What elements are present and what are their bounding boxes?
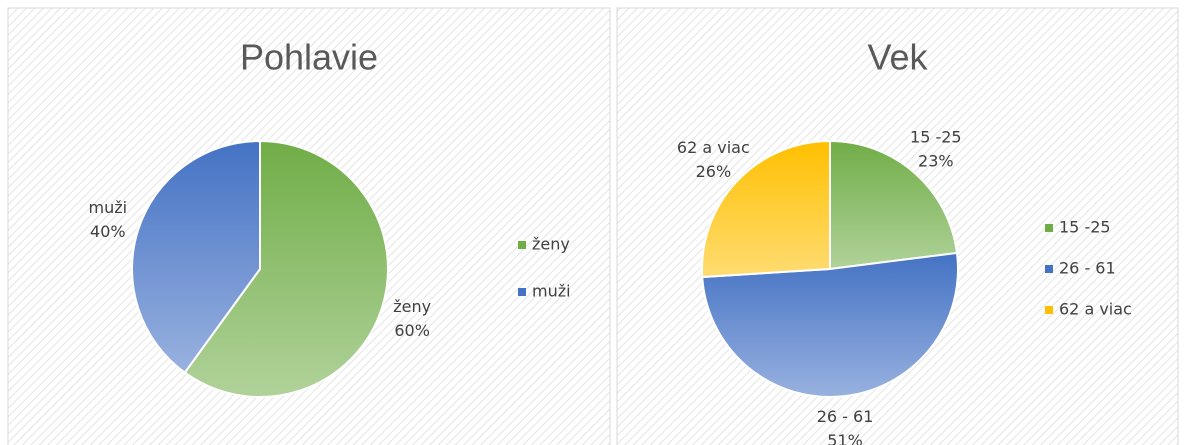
slice-label-name: 62 a viac [677, 138, 750, 157]
pie-slice [829, 139, 959, 271]
slice-label-value: 26% [696, 162, 732, 181]
pie-slice [701, 251, 959, 398]
legend-swatch [1045, 306, 1053, 314]
slice-label-name: ženy [393, 297, 431, 316]
slice-label-value: 60% [394, 321, 430, 340]
legend-label: ženy [532, 235, 570, 254]
legend-swatch [518, 241, 526, 249]
legend-swatch [1045, 265, 1053, 273]
slice-label-name: 15 -25 [910, 127, 962, 146]
slice-label-name: 26 - 61 [817, 407, 874, 426]
legend-label: 62 a viac [1059, 300, 1132, 319]
slice-label-value: 51% [827, 431, 863, 445]
chart-title: Vek [867, 37, 928, 78]
pie-slice [131, 139, 261, 374]
legend-swatch [1045, 224, 1053, 232]
legend-label: muži [532, 282, 571, 301]
pie-slice [183, 139, 389, 398]
legend-swatch [518, 288, 526, 296]
legend-label: 15 -25 [1059, 218, 1111, 237]
slice-label-value: 40% [90, 222, 126, 241]
chart-title: Pohlavie [240, 37, 378, 78]
pie-slice [701, 139, 831, 279]
slice-label-name: muži [89, 198, 128, 217]
slice-label-value: 23% [918, 151, 954, 170]
legend-label: 26 - 61 [1059, 259, 1116, 278]
